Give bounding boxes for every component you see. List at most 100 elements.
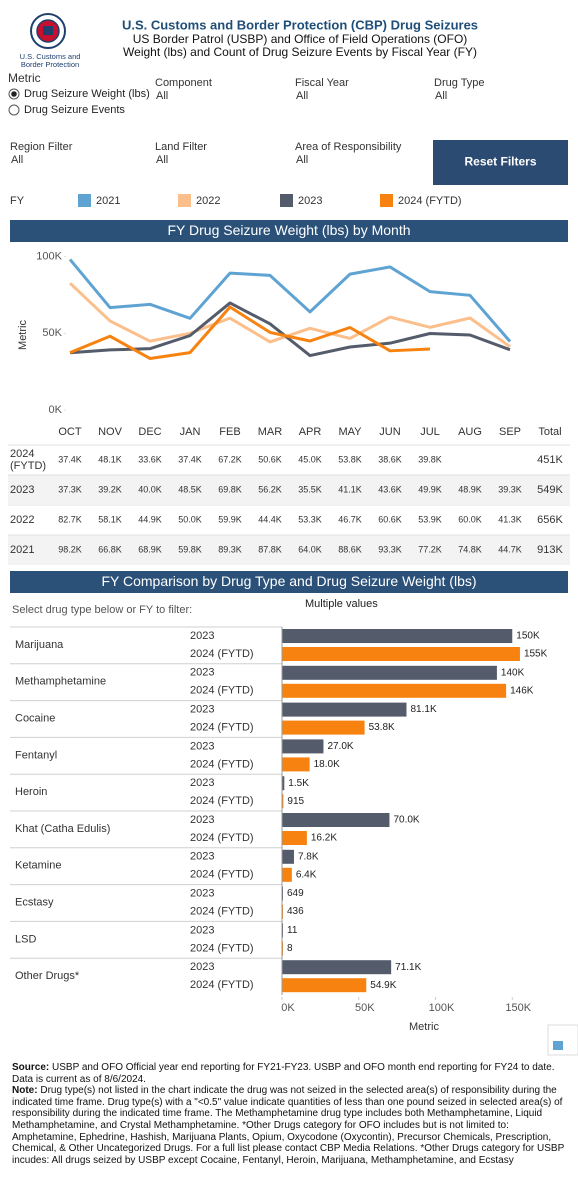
category-label[interactable]: Methamphetamine <box>15 676 106 688</box>
table-total: 549K <box>537 484 563 496</box>
table-cell: 39.2K <box>98 484 122 494</box>
reset-button-label[interactable]: Reset Filters <box>464 155 536 169</box>
dashboard-graphics: U.S. Customs and Border Protection U.S. … <box>8 13 578 1056</box>
category-label[interactable]: Marijuana <box>15 639 64 651</box>
table-total: 913K <box>537 544 563 556</box>
bar[interactable] <box>282 647 520 661</box>
filter-label: Region Filter <box>10 141 73 153</box>
bar[interactable] <box>282 757 310 772</box>
legend-label[interactable]: 2023 <box>298 195 322 207</box>
category-label[interactable]: Ecstasy <box>15 897 54 909</box>
legend-swatch[interactable] <box>78 194 91 207</box>
bar[interactable] <box>282 867 292 882</box>
filter-value[interactable]: All <box>296 154 308 166</box>
series-row-label[interactable]: 2023 <box>190 961 214 973</box>
filter-value[interactable]: All <box>296 90 308 102</box>
table-cell: 59.8K <box>178 544 202 554</box>
legend-swatch[interactable] <box>178 194 191 207</box>
bar[interactable] <box>282 831 307 845</box>
toolbar-icon-frame[interactable] <box>547 1024 578 1056</box>
value-label: 81.1K <box>410 704 436 715</box>
radio-option-label[interactable]: Drug Seizure Events <box>24 104 125 116</box>
filter-value[interactable]: All <box>11 154 23 166</box>
series-row-label[interactable]: 2024 (FYTD) <box>190 979 254 991</box>
filter-value[interactable]: All <box>156 90 168 102</box>
series-row-label[interactable]: 2024 (FYTD) <box>190 685 254 697</box>
category-label[interactable]: LSD <box>15 933 36 945</box>
chart-subtitle: Select drug type below or FY to filter: <box>12 604 192 616</box>
table-total: 656K <box>537 514 563 526</box>
x-tick-label: APR <box>299 426 322 438</box>
bar[interactable] <box>282 665 497 680</box>
source-text: USBP and OFO Official year end reporting… <box>12 1062 555 1085</box>
series-row-label[interactable]: 2024 (FYTD) <box>190 942 254 954</box>
table-cell: 44.4K <box>258 514 282 524</box>
table-cell: 58.1K <box>98 514 122 524</box>
series-row-label[interactable]: 2023 <box>190 851 214 863</box>
series-row-label[interactable]: 2024 (FYTD) <box>190 869 254 881</box>
filter-value[interactable]: All <box>156 154 168 166</box>
series-line[interactable] <box>69 305 431 360</box>
category-label[interactable]: Other Drugs* <box>15 970 80 982</box>
bar[interactable] <box>282 739 324 754</box>
series-row-label[interactable]: 2023 <box>190 888 214 900</box>
series-row-label[interactable]: 2023 <box>190 777 214 789</box>
series-row-label[interactable]: 2023 <box>190 667 214 679</box>
x-tick-label: MAR <box>258 426 283 438</box>
radio-option-label[interactable]: Drug Seizure Weight (lbs) <box>24 88 150 100</box>
legend-swatch[interactable] <box>380 194 393 207</box>
category-label[interactable]: Khat (Catha Edulis) <box>15 823 110 835</box>
series-line[interactable] <box>68 282 511 348</box>
series-row-label[interactable]: 2023 <box>190 814 214 826</box>
series-row-label[interactable]: 2023 <box>190 704 214 716</box>
bar[interactable] <box>282 849 294 864</box>
bar[interactable] <box>282 776 285 791</box>
table-cell: 37.3K <box>58 484 82 494</box>
bar[interactable] <box>282 629 513 643</box>
table-cell: 48.9K <box>458 484 482 494</box>
filter-value[interactable]: Multiple values <box>305 598 378 610</box>
category-label[interactable]: Fentanyl <box>15 749 57 761</box>
bar[interactable] <box>282 720 365 735</box>
series-row-label[interactable]: 2024 (FYTD) <box>190 832 254 844</box>
category-label[interactable]: Heroin <box>15 786 47 798</box>
bar[interactable] <box>282 794 284 809</box>
y-tick-label: 0K <box>49 404 63 416</box>
table-cell: 39.8K <box>418 454 442 464</box>
table-cell: 40.0K <box>138 484 162 494</box>
series-line[interactable] <box>68 258 512 343</box>
series-row-label[interactable]: 2024 (FYTD) <box>190 795 254 807</box>
bar[interactable] <box>282 683 507 698</box>
series-line[interactable] <box>69 301 511 358</box>
filter-value[interactable]: All <box>435 90 447 102</box>
metric-label: Metric <box>8 71 41 85</box>
bar[interactable] <box>282 960 392 975</box>
radio-selected-dot[interactable] <box>11 91 17 97</box>
series-row-label[interactable]: 2023 <box>190 740 214 752</box>
table-cell: 50.6K <box>258 454 282 464</box>
category-label[interactable]: Ketamine <box>15 860 61 872</box>
table-cell: 87.8K <box>258 544 282 554</box>
series-row-label[interactable]: 2024 (FYTD) <box>190 906 254 918</box>
legend-label[interactable]: 2021 <box>96 195 120 207</box>
legend-label[interactable]: 2024 (FYTD) <box>398 195 462 207</box>
toolbar-icon[interactable] <box>553 1041 563 1050</box>
series-row-label[interactable]: 2023 <box>190 924 214 936</box>
table-cell: 77.2K <box>418 544 442 554</box>
series-row-label[interactable]: 2024 (FYTD) <box>190 648 254 660</box>
radio-button[interactable] <box>8 104 20 116</box>
legend-label[interactable]: 2022 <box>196 195 220 207</box>
x-tick-label: MAY <box>338 426 362 438</box>
bar[interactable] <box>282 978 367 993</box>
table-cell: 41.1K <box>338 484 362 494</box>
x-tick-label: 0K <box>281 1002 295 1014</box>
series-row-label[interactable]: 2024 (FYTD) <box>190 758 254 770</box>
reset-button[interactable] <box>433 140 568 185</box>
legend-swatch[interactable] <box>280 194 293 207</box>
series-row-label[interactable]: 2024 (FYTD) <box>190 722 254 734</box>
series-row-label[interactable]: 2023 <box>190 630 214 642</box>
note-text: Drug type(s) not listed in the chart ind… <box>12 1085 565 1166</box>
category-label[interactable]: Cocaine <box>15 713 55 725</box>
bar[interactable] <box>282 702 407 717</box>
bar[interactable] <box>282 813 390 827</box>
